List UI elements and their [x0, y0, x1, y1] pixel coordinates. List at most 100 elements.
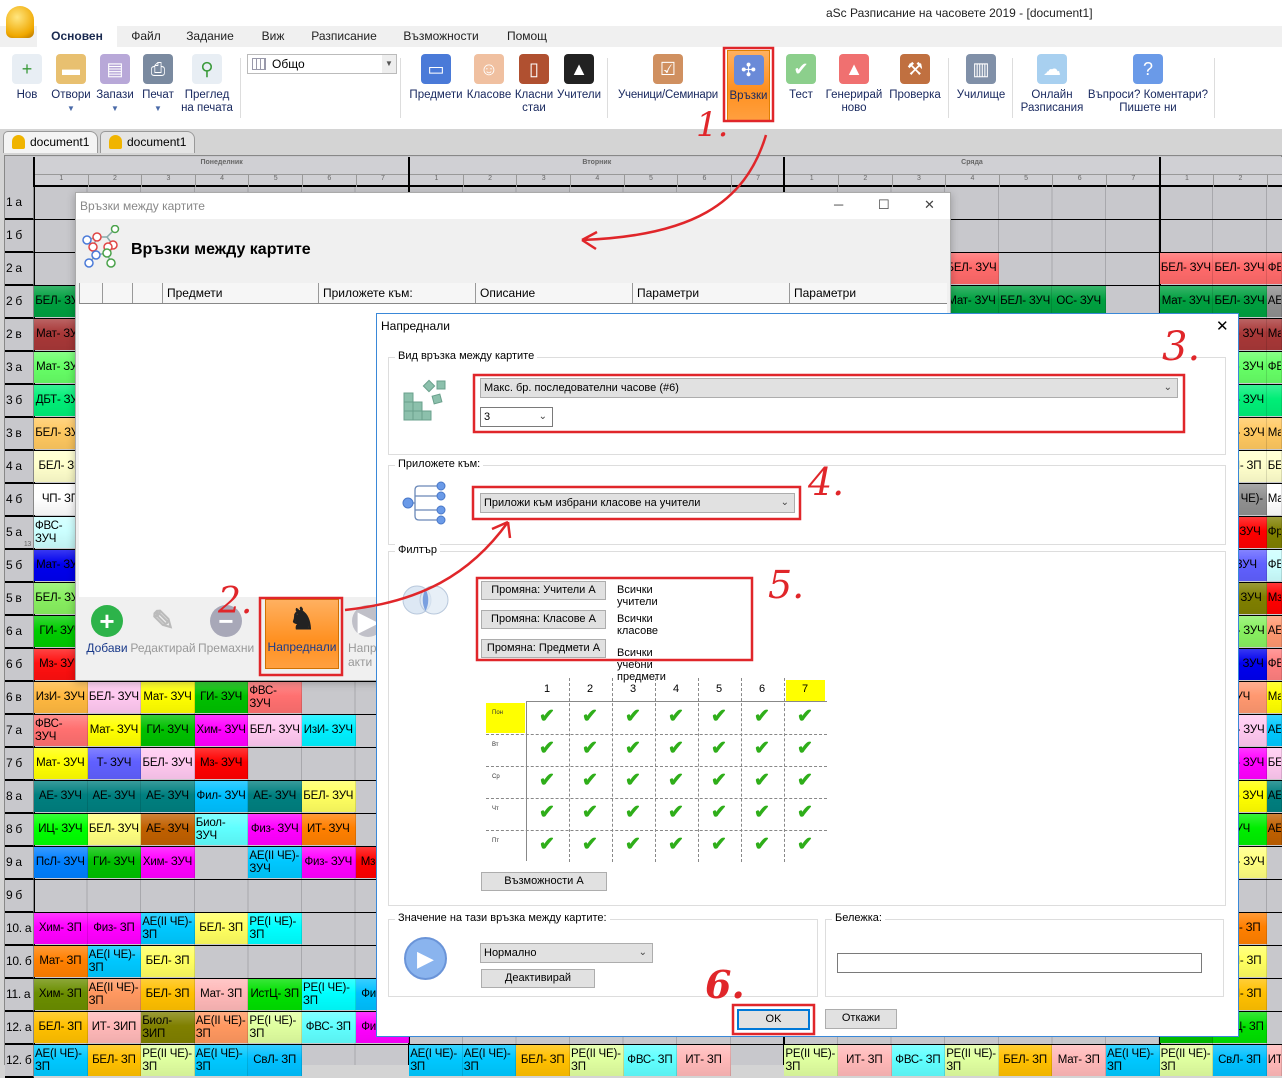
lesson-card[interactable]: Хим- ЗУЧ [194, 715, 249, 746]
apply-to-select[interactable]: Приложи към избрани класове на учители ⌄ [480, 493, 795, 513]
column-header[interactable] [132, 283, 162, 303]
cancel-button[interactable]: Откажи [825, 1009, 897, 1029]
doc-tab-2[interactable]: document1 [100, 131, 195, 153]
class-row-label[interactable]: 5 в [5, 583, 34, 616]
class-row-label[interactable]: 8 а [5, 781, 34, 814]
ribbon-button-15[interactable]: ▥ Училище [954, 50, 1008, 122]
checkmark-icon[interactable]: ✔ [797, 770, 813, 791]
checkmark-icon[interactable]: ✔ [539, 834, 555, 855]
class-row-label[interactable]: 5 б [5, 550, 34, 583]
lesson-card[interactable]: АЕ(II ЧЕ)- ЗП [87, 979, 142, 1010]
class-row-label[interactable]: 2 в [5, 319, 34, 352]
lesson-card[interactable]: Биол- ЗУЧ [194, 814, 249, 845]
close-button[interactable]: ✕ [1216, 318, 1229, 335]
class-row-label[interactable]: 1 а [5, 187, 34, 220]
checkmark-icon[interactable]: ✔ [754, 738, 770, 759]
ribbon-tab-7[interactable]: Помощ [506, 29, 548, 43]
checkmark-icon[interactable]: ✔ [582, 802, 598, 823]
class-row-label[interactable]: 4 б [5, 484, 34, 517]
checkmark-icon[interactable]: ✔ [711, 770, 727, 791]
lesson-card[interactable]: БЕЛ- ЗП [194, 913, 249, 944]
ribbon-button-9[interactable]: ▲ Учители [555, 50, 603, 122]
lesson-card[interactable]: РЕ(I ЧЕ)- ЗП [248, 1012, 302, 1043]
lesson-card[interactable]: АЕ(I ЧЕ)- ЗП [409, 1045, 463, 1076]
lesson-card[interactable]: ФВС- ЗП [302, 1012, 356, 1043]
lesson-card[interactable]: Т- ЗУЧ [87, 748, 142, 779]
lesson-card[interactable]: ФВС- ЗУЧ [1266, 550, 1282, 581]
lesson-card[interactable]: ИзИ- ЗУЧ [302, 715, 356, 746]
class-row-label[interactable]: 10. б [5, 946, 34, 979]
relation-type-select[interactable]: Макс. бр. последователни часове (#6) ⌄ [480, 378, 1178, 398]
lesson-card[interactable]: Фил- ЗУЧ [194, 781, 249, 812]
lesson-card[interactable]: БЕЛ- ЗУЧ [1266, 748, 1282, 779]
lesson-card[interactable]: БЕЛ- ЗУЧ [1213, 253, 1267, 284]
class-row-label[interactable]: 12. а [5, 1012, 34, 1045]
checkmark-icon[interactable]: ✔ [668, 770, 684, 791]
class-row-label[interactable]: 12. б [5, 1045, 34, 1078]
lesson-card[interactable]: БЕЛ- ЗУЧ [1159, 253, 1214, 284]
lesson-card[interactable]: ИстЦ- ЗП [248, 979, 302, 1010]
lesson-card[interactable]: АЕ(II ЧЕ)- ЗП [194, 1012, 249, 1043]
lesson-card[interactable]: ФВС- ЗП [891, 1045, 946, 1076]
lesson-card[interactable]: Хим- ЗП [34, 913, 88, 944]
checkmark-icon[interactable]: ✔ [625, 834, 641, 855]
advanced-button[interactable]: ♞ Напреднали [265, 599, 339, 669]
lesson-card[interactable]: ГИ- ЗУЧ [141, 715, 195, 746]
lesson-card[interactable]: ИТ- ЗП [1266, 1045, 1282, 1076]
ribbon-tab-2[interactable]: Файл [131, 29, 161, 43]
lesson-card[interactable]: ФВС- ЗУЧ [1266, 649, 1282, 680]
lesson-card[interactable]: АЕ- ЗУЧ [1266, 616, 1282, 647]
lesson-card[interactable]: ИТ- ЗП [838, 1045, 892, 1076]
ribbon-button-6[interactable]: ▭ Предмети [408, 50, 464, 122]
lesson-card[interactable]: ИТ- ЗП [677, 1045, 731, 1076]
checkmark-icon[interactable]: ✔ [582, 738, 598, 759]
column-header[interactable]: Параметри [632, 283, 789, 303]
ribbon-button-8[interactable]: ▯ Класни стаи [512, 50, 556, 122]
lesson-card[interactable]: РЕ(II ЧЕ)- ЗП [141, 1045, 195, 1076]
deactivate-button[interactable]: Деактивирай [481, 969, 595, 988]
checkmark-icon[interactable]: ✔ [711, 738, 727, 759]
lesson-card[interactable]: АЕ- ЗУЧ [34, 781, 88, 812]
checkmark-icon[interactable]: ✔ [754, 706, 770, 727]
checkmark-icon[interactable]: ✔ [539, 802, 555, 823]
ribbon-button-1[interactable]: + Нов [10, 50, 44, 122]
checkmark-icon[interactable]: ✔ [797, 802, 813, 823]
checkmark-icon[interactable]: ✔ [754, 770, 770, 791]
lesson-card[interactable]: БЕЛ- ЗП [141, 979, 195, 1010]
ribbon-tab-3[interactable]: Задание [186, 29, 234, 43]
lesson-card[interactable]: Мат- ЗУЧ [34, 748, 88, 779]
lesson-card[interactable]: Мат- ЗУЧ [87, 715, 142, 746]
lesson-card[interactable]: ПсЛ- ЗУЧ [34, 847, 88, 878]
ribbon-tab-4[interactable]: Виж [261, 29, 285, 43]
class-row-label[interactable]: 4 а [5, 451, 34, 484]
lesson-card[interactable]: РЕ(II ЧЕ)- ЗП [1159, 1045, 1214, 1076]
checkmark-icon[interactable]: ✔ [797, 706, 813, 727]
doc-tab-1[interactable]: document1 [3, 131, 98, 153]
lesson-card[interactable]: АЕ- ЗУЧ [1266, 814, 1282, 845]
lesson-card[interactable]: Физ- ЗУЧ [248, 814, 302, 845]
lesson-card[interactable]: Мз- ЗУЧ [194, 748, 249, 779]
lesson-card[interactable]: Мат- ЗУЧ [1266, 682, 1282, 713]
lesson-card[interactable]: Мат- ЗУЧ [1266, 418, 1282, 449]
column-header[interactable]: Предмети [162, 283, 318, 303]
ribbon-button-5[interactable]: ⚲ Преглед на печата [178, 50, 236, 122]
lesson-card[interactable]: АЕ- ЗУЧ [87, 781, 142, 812]
change-filter-button[interactable]: Промяна: Класове А [481, 610, 606, 629]
column-header[interactable]: Описание [475, 283, 632, 303]
ribbon-button-2[interactable]: ▬ Отвори ▼ [50, 50, 92, 122]
ribbon-button-16[interactable]: ☁ Онлайн Разписания [1017, 50, 1087, 122]
lesson-card[interactable]: АЕ(I ЧЕ)- ЗП [194, 1045, 249, 1076]
class-row-label[interactable]: 3 а [5, 352, 34, 385]
column-header[interactable]: Приложете към: [318, 283, 475, 303]
checkmark-icon[interactable]: ✔ [711, 802, 727, 823]
checkmark-icon[interactable]: ✔ [539, 770, 555, 791]
change-filter-button[interactable]: Промяна: Учители А [481, 581, 606, 600]
edit-button[interactable]: ✎ Редактирай [130, 601, 196, 656]
checkmark-icon[interactable]: ✔ [625, 802, 641, 823]
lesson-card[interactable]: Мат- ЗП [1266, 484, 1282, 515]
ok-button[interactable]: OK [737, 1009, 810, 1030]
class-row-label[interactable]: 9 а [5, 847, 34, 880]
checkmark-icon[interactable]: ✔ [754, 834, 770, 855]
lesson-card[interactable]: Фр- ЗУЧ [1266, 517, 1282, 548]
ribbon-button-13[interactable]: ▲ Генерирай ново [822, 50, 886, 122]
